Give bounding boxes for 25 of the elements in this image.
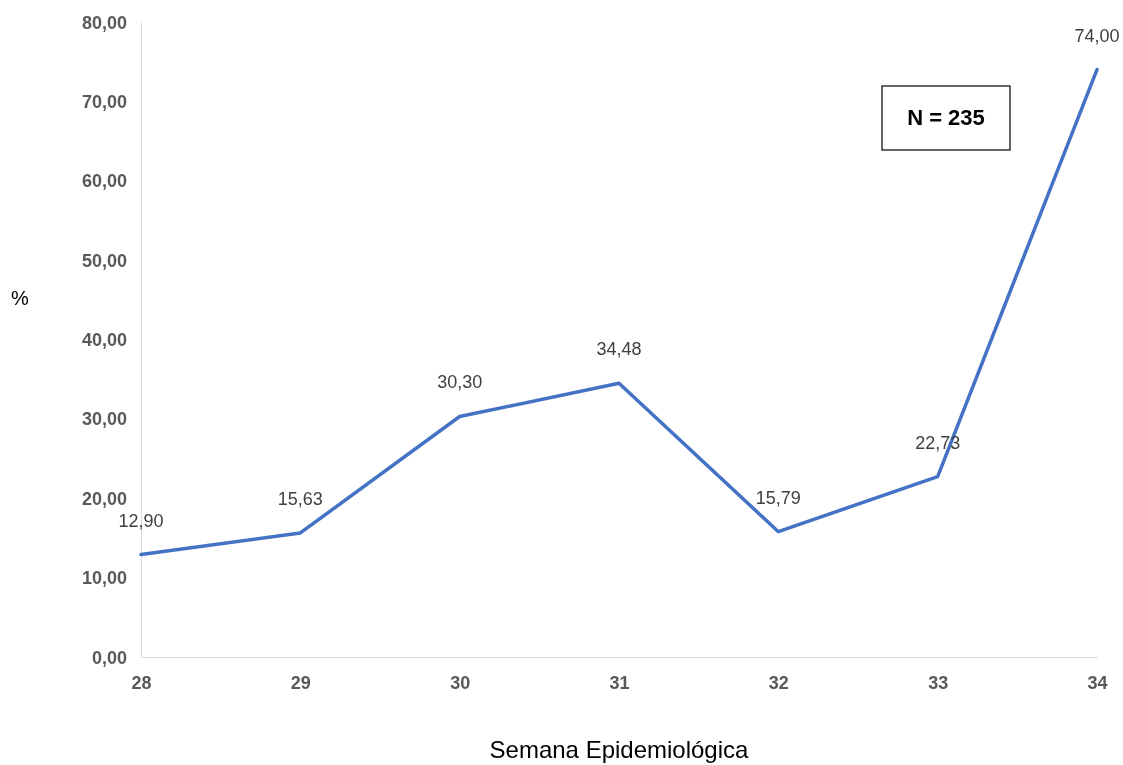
x-tick-label: 29 <box>290 672 311 693</box>
y-tick-label: 30,00 <box>81 409 127 430</box>
y-tick-label: 0,00 <box>91 647 127 668</box>
y-tick-label: 10,00 <box>81 568 127 589</box>
y-tick-label: 60,00 <box>81 171 127 192</box>
y-tick-label: 80,00 <box>81 12 127 33</box>
y-tick-label: 50,00 <box>81 250 127 271</box>
y-axis-title: % <box>11 287 30 309</box>
x-tick-label: 28 <box>131 672 152 693</box>
annotation: N = 235 <box>907 105 985 130</box>
data-label: 12,90 <box>118 510 164 531</box>
x-tick-label: 30 <box>450 672 471 693</box>
x-tick-label: 31 <box>609 672 630 693</box>
data-label: 15,79 <box>755 487 801 508</box>
y-tick-label: 70,00 <box>81 91 127 112</box>
data-label: 34,48 <box>596 339 642 360</box>
x-axis-title: Semana Epidemiológica <box>489 736 750 763</box>
x-tick-label: 33 <box>928 672 949 693</box>
data-label: 15,63 <box>277 488 323 509</box>
y-tick-label: 20,00 <box>81 488 127 509</box>
data-label: 74,00 <box>1074 25 1120 46</box>
data-label: 30,30 <box>437 372 483 393</box>
x-tick-label: 32 <box>768 672 789 693</box>
y-tick-label: 40,00 <box>81 330 127 350</box>
x-tick-label: 34 <box>1087 672 1108 693</box>
